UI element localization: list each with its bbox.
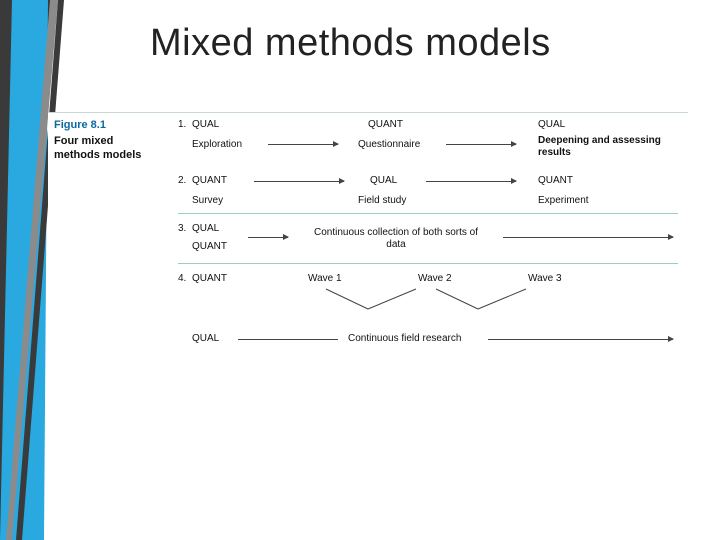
r4-w1: Wave 1 — [308, 273, 342, 284]
r2-arrow2 — [426, 181, 516, 182]
r4-w3: Wave 3 — [528, 273, 562, 284]
r1-h2: QUANT — [368, 119, 403, 130]
r1-s3: Deepening and assessing results — [538, 135, 678, 159]
r2-s3: Experiment — [538, 195, 589, 206]
r2-h2: QUAL — [370, 175, 397, 186]
slide-title: Mixed methods models — [150, 22, 551, 65]
r1-arrow1 — [268, 144, 338, 145]
r4-qual: QUAL — [192, 333, 219, 344]
r2-arrow1 — [254, 181, 344, 182]
r4-w2: Wave 2 — [418, 273, 452, 284]
r3-num: 3. — [178, 223, 186, 234]
r2-h3: QUANT — [538, 175, 573, 186]
r1-h3: QUAL — [538, 119, 565, 130]
r3-arrow-in — [248, 237, 288, 238]
divider-2 — [178, 263, 678, 264]
wave-connectors — [298, 285, 578, 315]
r3-arrow-out — [503, 237, 673, 238]
r2-s2: Field study — [358, 195, 406, 206]
r1-arrow2 — [446, 144, 516, 145]
cfr-line-left — [238, 339, 338, 340]
figure-label: Figure 8.1 — [54, 119, 106, 131]
r4-num: 4. — [178, 273, 186, 284]
r4-cfr: Continuous field research — [348, 333, 461, 344]
r3-center: Continuous collection of both sorts of d… — [306, 227, 486, 251]
r2-h1: QUANT — [192, 175, 227, 186]
r3-h1b: QUANT — [192, 241, 227, 252]
r2-s1: Survey — [192, 195, 223, 206]
r1-h1: QUAL — [192, 119, 219, 130]
figure-caption: Four mixed methods models — [54, 135, 154, 163]
divider-1 — [178, 213, 678, 214]
figure-box: Figure 8.1 Four mixed methods models 1. … — [48, 112, 688, 412]
r1-s1: Exploration — [192, 139, 242, 150]
r2-num: 2. — [178, 175, 186, 186]
r1-s2: Questionnaire — [358, 139, 420, 150]
r4-h1: QUANT — [192, 273, 227, 284]
cfr-arrow-right — [488, 339, 673, 340]
r3-h1a: QUAL — [192, 223, 219, 234]
r1-num: 1. — [178, 119, 186, 130]
